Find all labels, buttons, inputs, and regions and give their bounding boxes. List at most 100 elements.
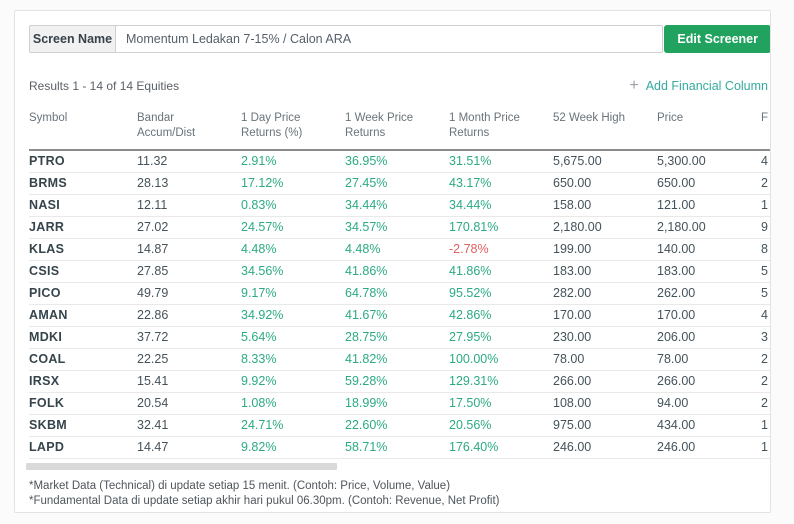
cell-bandar-accum-dist: 49.79 <box>137 282 241 305</box>
column-header-1-day-price-returns[interactable]: 1 Day Price Returns (%) <box>241 109 345 151</box>
cell-52-week-high: 108.00 <box>553 392 657 415</box>
cell-52-week-high: 158.00 <box>553 194 657 217</box>
column-header-52-week-high[interactable]: 52 Week High <box>553 109 657 151</box>
table-row[interactable]: BRMS 28.13 17.12% 27.45% 43.17% 650.00 650.00 2 <box>29 172 770 195</box>
screen-name-label: Screen Name <box>29 25 115 53</box>
column-header-1-week-price-returns[interactable]: 1 Week Price Returns <box>345 109 449 151</box>
cell-52-week-high: 975.00 <box>553 414 657 437</box>
cell-52-week-high: 246.00 <box>553 436 657 459</box>
cell-1-week-price-returns: 28.75% <box>345 326 449 349</box>
cell-bandar-accum-dist: 12.11 <box>137 194 241 217</box>
cell-price: 170.00 <box>657 304 761 327</box>
horizontal-scrollbar-thumb[interactable] <box>26 462 337 470</box>
cell-symbol: BRMS <box>29 172 137 195</box>
cell-symbol: CSIS <box>29 260 137 283</box>
column-header-price[interactable]: Price <box>657 109 761 151</box>
table-row[interactable]: MDKI 37.72 5.64% 28.75% 27.95% 230.00 206.00 3 <box>29 326 770 349</box>
table-row[interactable]: SKBM 32.41 24.71% 22.60% 20.56% 975.00 434.00 1 <box>29 414 770 437</box>
table-row[interactable]: AMAN 22.86 34.92% 41.67% 42.86% 170.00 170.00 4 <box>29 304 770 327</box>
cell-1-day-price-returns: 24.57% <box>241 216 345 239</box>
cell-price: 266.00 <box>657 370 761 393</box>
cell-f: 5 <box>761 260 770 283</box>
cell-1-week-price-returns: 64.78% <box>345 282 449 305</box>
table-row[interactable]: JARR 27.02 24.57% 34.57% 170.81% 2,180.00 2,18… <box>29 216 770 239</box>
cell-1-week-price-returns: 27.45% <box>345 172 449 195</box>
cell-bandar-accum-dist: 14.47 <box>137 436 241 459</box>
cell-1-day-price-returns: 0.83% <box>241 194 345 217</box>
cell-f: 1 <box>761 414 770 437</box>
column-header-bandar-accum-dist[interactable]: Bandar Accum/Dist <box>137 109 241 151</box>
cell-price: 94.00 <box>657 392 761 415</box>
cell-1-week-price-returns: 36.95% <box>345 150 449 173</box>
screen-name-input[interactable] <box>115 25 663 53</box>
cell-1-month-price-returns: 34.44% <box>449 194 553 217</box>
table-row[interactable]: KLAS 14.87 4.48% 4.48% -2.78% 199.00 140.00 8 <box>29 238 770 261</box>
footnote-fundamental-data: *Fundamental Data di update setiap akhir… <box>29 494 500 507</box>
cell-1-day-price-returns: 8.33% <box>241 348 345 371</box>
add-financial-column-label: Add Financial Column <box>645 79 768 93</box>
table-row[interactable]: PICO 49.79 9.17% 64.78% 95.52% 282.00 262.00 5 <box>29 282 770 305</box>
table-row[interactable]: COAL 22.25 8.33% 41.82% 100.00% 78.00 78.00 2 <box>29 348 770 371</box>
cell-1-month-price-returns: -2.78% <box>449 238 553 261</box>
cell-1-day-price-returns: 9.17% <box>241 282 345 305</box>
cell-price: 78.00 <box>657 348 761 371</box>
table-header-row: Symbol Bandar Accum/Dist 1 Day Price Retur… <box>29 109 770 151</box>
column-header-symbol[interactable]: Symbol <box>29 109 137 151</box>
cell-1-month-price-returns: 42.86% <box>449 304 553 327</box>
table-row[interactable]: CSIS 27.85 34.56% 41.86% 41.86% 183.00 183.00 5 <box>29 260 770 283</box>
cell-price: 434.00 <box>657 414 761 437</box>
cell-1-day-price-returns: 4.48% <box>241 238 345 261</box>
cell-f: 1 <box>761 436 770 459</box>
cell-f: 3 <box>761 326 770 349</box>
cell-1-week-price-returns: 34.57% <box>345 216 449 239</box>
cell-f: 4 <box>761 304 770 327</box>
cell-52-week-high: 199.00 <box>553 238 657 261</box>
table-row[interactable]: NASI 12.11 0.83% 34.44% 34.44% 158.00 121.00 1 <box>29 194 770 217</box>
table-body: PTRO 11.32 2.91% 36.95% 31.51% 5,675.00 5,300.… <box>29 150 770 459</box>
table-row[interactable]: LAPD 14.47 9.82% 58.71% 176.40% 246.00 246.00 1 <box>29 436 770 459</box>
equities-table-viewport: Symbol Bandar Accum/Dist 1 Day Price Retur… <box>29 109 770 459</box>
cell-symbol: MDKI <box>29 326 137 349</box>
cell-1-month-price-returns: 100.00% <box>449 348 553 371</box>
add-financial-column-link[interactable]: + Add Financial Column <box>629 78 768 94</box>
cell-f: 2 <box>761 172 770 195</box>
screen-name-form: Screen Name Edit Screener <box>29 25 770 53</box>
cell-price: 262.00 <box>657 282 761 305</box>
results-count-text: Results 1 - 14 of 14 Equities <box>29 79 180 93</box>
cell-f: 4 <box>761 150 770 173</box>
cell-1-day-price-returns: 9.92% <box>241 370 345 393</box>
cell-price: 2,180.00 <box>657 216 761 239</box>
cell-1-week-price-returns: 59.28% <box>345 370 449 393</box>
cell-1-month-price-returns: 31.51% <box>449 150 553 173</box>
cell-52-week-high: 650.00 <box>553 172 657 195</box>
cell-bandar-accum-dist: 22.25 <box>137 348 241 371</box>
cell-1-week-price-returns: 34.44% <box>345 194 449 217</box>
results-row: Results 1 - 14 of 14 Equities + Add Fina… <box>29 78 770 94</box>
cell-price: 650.00 <box>657 172 761 195</box>
cell-price: 140.00 <box>657 238 761 261</box>
cell-price: 5,300.00 <box>657 150 761 173</box>
table-row[interactable]: PTRO 11.32 2.91% 36.95% 31.51% 5,675.00 5,300.… <box>29 150 770 173</box>
column-header-1-month-price-returns[interactable]: 1 Month Price Returns <box>449 109 553 151</box>
cell-price: 246.00 <box>657 436 761 459</box>
cell-1-week-price-returns: 4.48% <box>345 238 449 261</box>
cell-f: 8 <box>761 238 770 261</box>
cell-bandar-accum-dist: 27.85 <box>137 260 241 283</box>
cell-1-month-price-returns: 129.31% <box>449 370 553 393</box>
cell-f: 2 <box>761 348 770 371</box>
table-row[interactable]: FOLK 20.54 1.08% 18.99% 17.50% 108.00 94.00 2 <box>29 392 770 415</box>
cell-symbol: PICO <box>29 282 137 305</box>
cell-bandar-accum-dist: 14.87 <box>137 238 241 261</box>
cell-1-week-price-returns: 22.60% <box>345 414 449 437</box>
cell-f: 2 <box>761 370 770 393</box>
table-row[interactable]: IRSX 15.41 9.92% 59.28% 129.31% 266.00 266.00 2 <box>29 370 770 393</box>
cell-52-week-high: 2,180.00 <box>553 216 657 239</box>
column-header-f[interactable]: F <box>761 109 770 151</box>
cell-symbol: AMAN <box>29 304 137 327</box>
cell-1-week-price-returns: 41.86% <box>345 260 449 283</box>
cell-1-month-price-returns: 43.17% <box>449 172 553 195</box>
cell-52-week-high: 78.00 <box>553 348 657 371</box>
footnote-market-data: *Market Data (Technical) di update setia… <box>29 479 451 492</box>
cell-1-month-price-returns: 17.50% <box>449 392 553 415</box>
edit-screener-button[interactable]: Edit Screener <box>664 25 770 53</box>
